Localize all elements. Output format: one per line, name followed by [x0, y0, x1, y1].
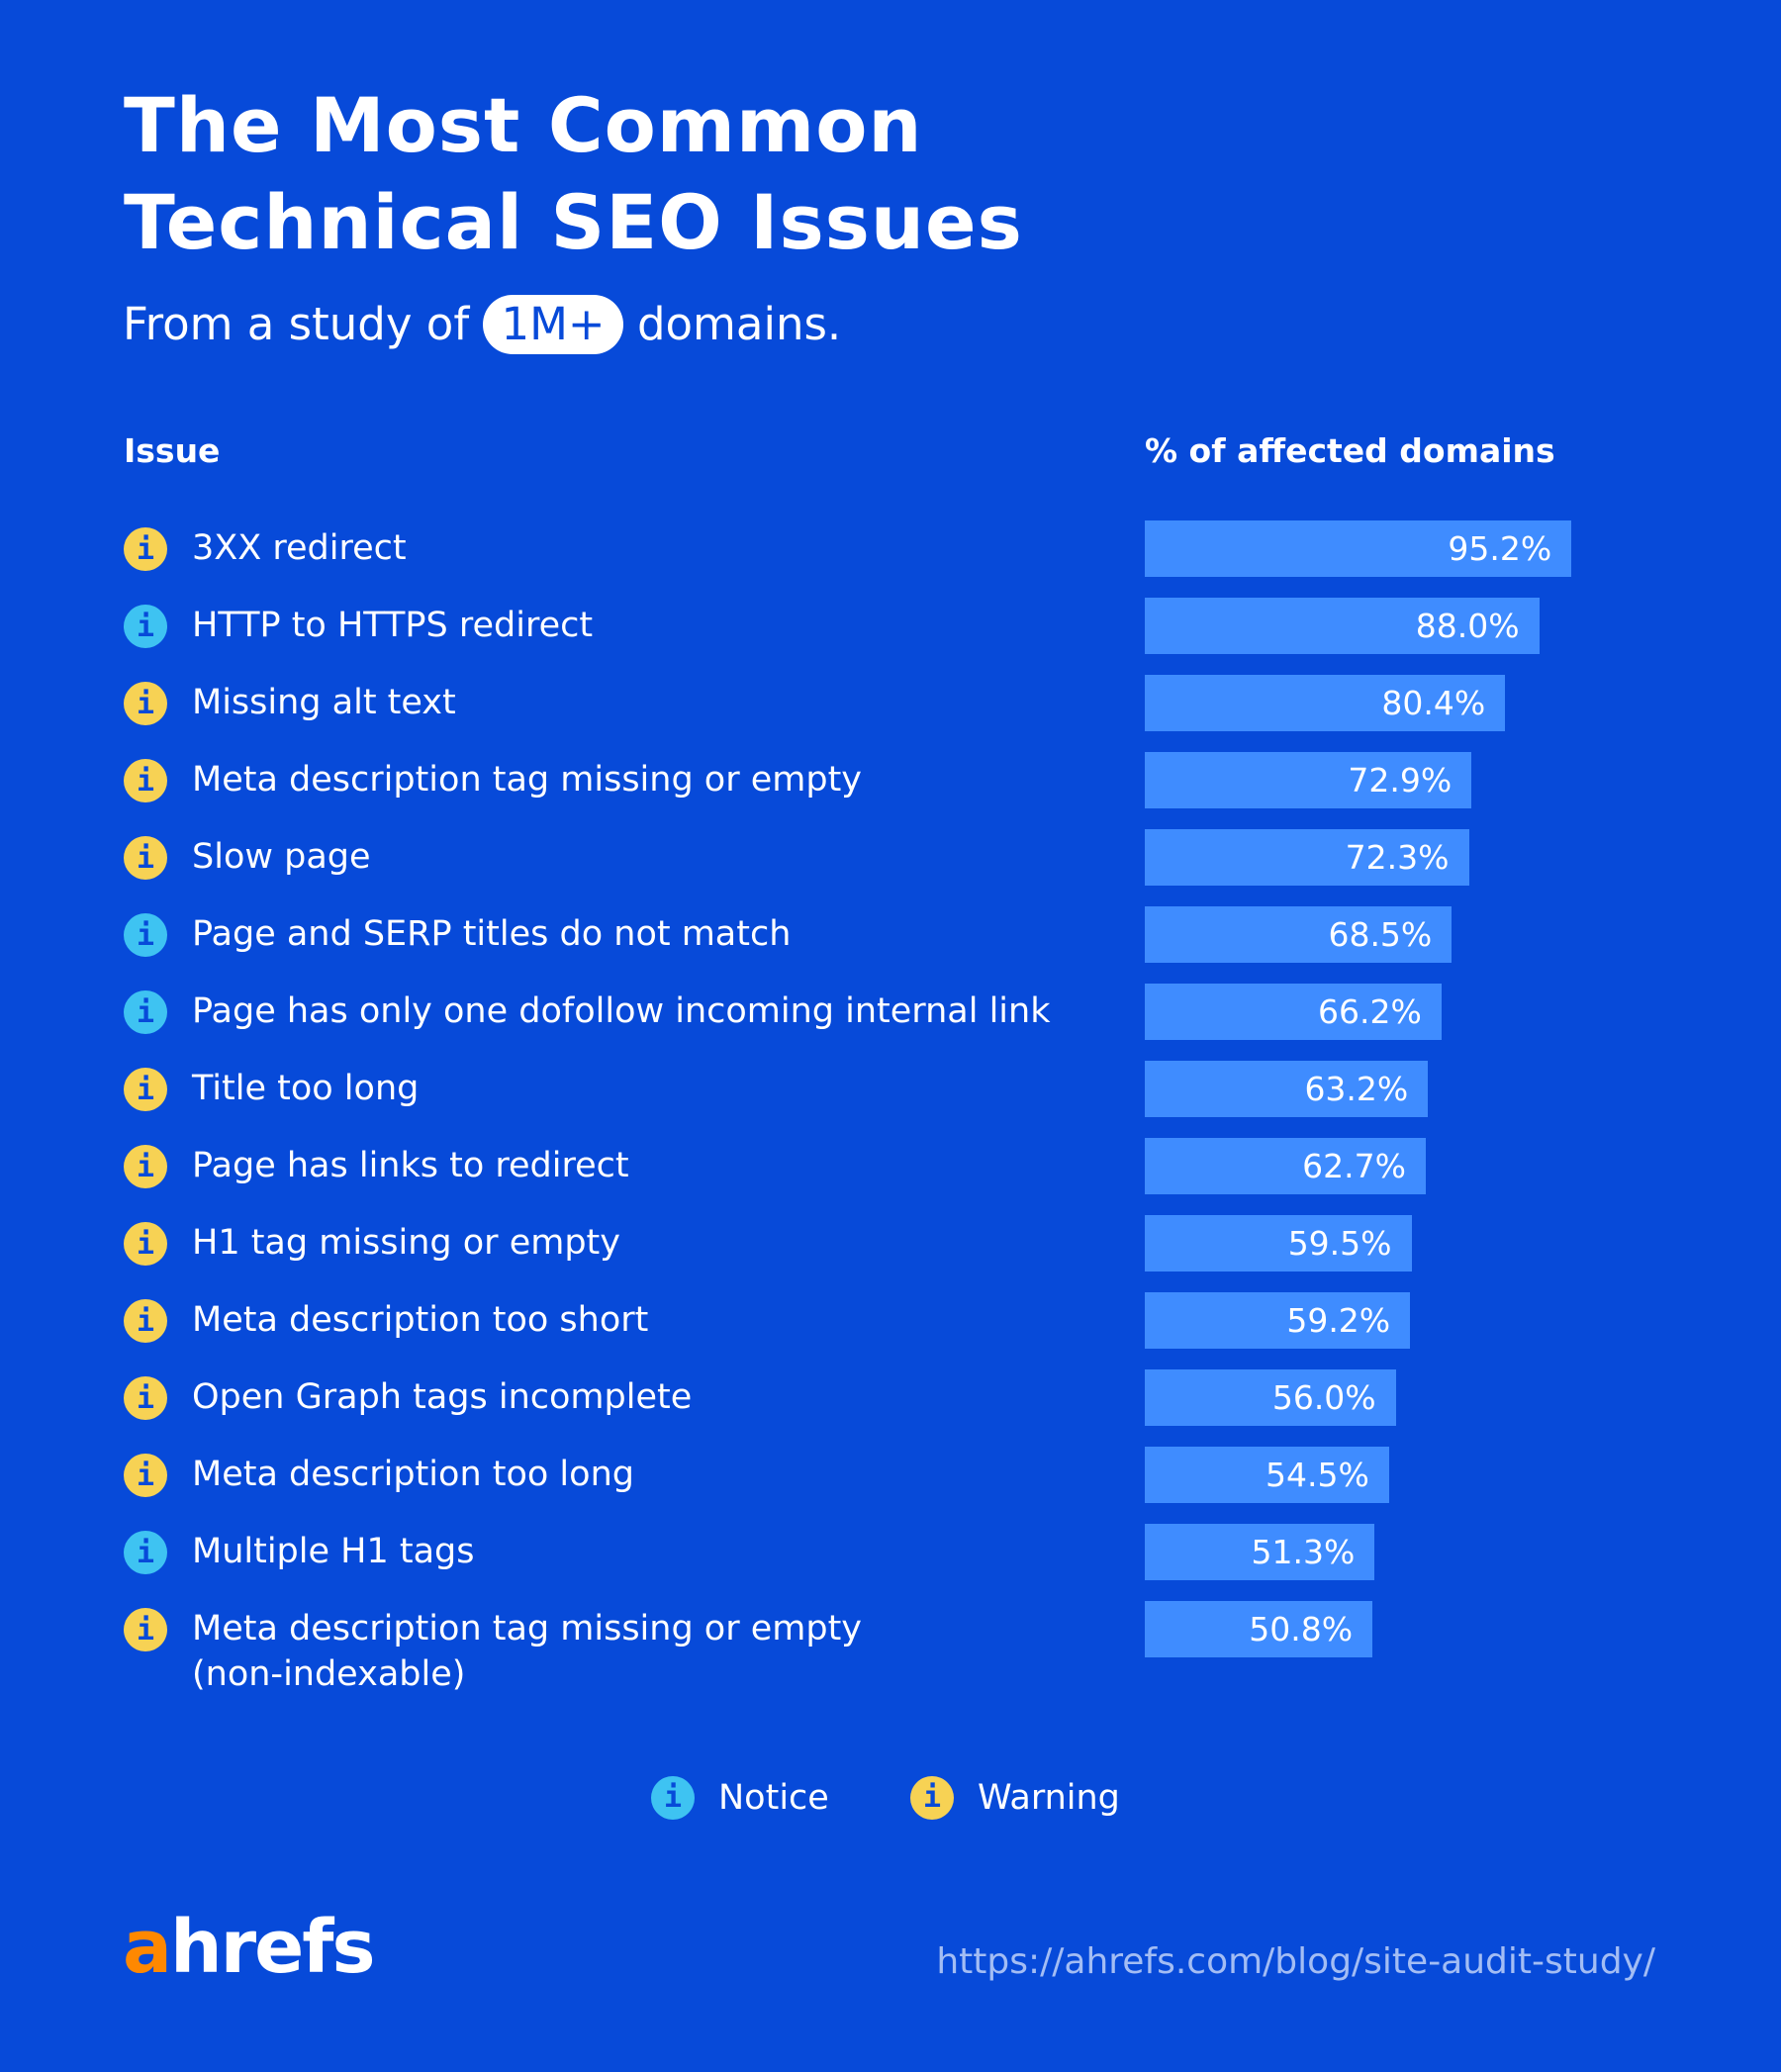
issue-label: Page and SERP titles do not match: [192, 914, 792, 954]
value-label: 54.5%: [1265, 1456, 1369, 1494]
bar-row: i Meta description too long 54.5%: [0, 1447, 1781, 1503]
bar-row: i HTTP to HTTPS redirect 88.0%: [0, 598, 1781, 654]
bar-row: i Title too long 63.2%: [0, 1061, 1781, 1117]
source-url[interactable]: https://ahrefs.com/blog/site-audit-study…: [936, 1941, 1655, 1982]
warning-info-icon: i: [124, 682, 167, 725]
bar: 72.3%: [1145, 829, 1469, 886]
bar: 88.0%: [1145, 598, 1540, 654]
value-label: 56.0%: [1271, 1378, 1376, 1417]
subtitle-before: From a study of: [123, 298, 470, 350]
bar: 95.2%: [1145, 520, 1572, 577]
value-label: 59.5%: [1287, 1224, 1392, 1263]
bar: 59.5%: [1145, 1215, 1412, 1271]
issue-column-header: Issue: [124, 431, 221, 470]
bar-row: i Page and SERP titles do not match 68.5%: [0, 906, 1781, 963]
bar-row: i Meta description tag missing or empty 72…: [0, 752, 1781, 808]
value-label: 62.7%: [1302, 1147, 1407, 1185]
issue-label: HTTP to HTTPS redirect: [192, 606, 594, 645]
bar: 66.2%: [1145, 984, 1442, 1040]
value-label: 66.2%: [1318, 992, 1422, 1031]
value-label: 59.2%: [1286, 1301, 1391, 1340]
value-label: 51.3%: [1251, 1533, 1356, 1571]
value-label: 88.0%: [1415, 607, 1520, 645]
bar-row: i Page has links to redirect 62.7%: [0, 1138, 1781, 1194]
notice-info-icon: i: [124, 913, 167, 957]
issue-label: Meta description tag missing or empty: [192, 760, 863, 800]
warning-info-icon: i: [124, 1222, 167, 1266]
issue-label: Slow page: [192, 837, 371, 877]
legend-notice-label: Notice: [718, 1778, 829, 1818]
warning-info-icon: i: [124, 759, 167, 802]
warning-info-icon: i: [124, 1454, 167, 1497]
subtitle: From a study of 1M+ domains.: [123, 295, 841, 354]
notice-info-icon: i: [124, 990, 167, 1034]
issue-label: Meta description too long: [192, 1455, 634, 1494]
issue-label: Title too long: [192, 1069, 420, 1108]
bar-row: i Slow page 72.3%: [0, 829, 1781, 886]
notice-info-icon: i: [651, 1776, 695, 1820]
issue-label: Open Graph tags incomplete: [192, 1377, 693, 1417]
issue-label: Page has only one dofollow incoming inte…: [192, 991, 1051, 1031]
issue-label: Missing alt text: [192, 683, 456, 722]
issue-label: Meta description too short: [192, 1300, 649, 1340]
bar: 80.4%: [1145, 675, 1506, 731]
issue-label: 3XX redirect: [192, 528, 407, 568]
value-label: 72.3%: [1345, 838, 1450, 877]
notice-info-icon: i: [124, 1531, 167, 1574]
title-line-1: The Most Common: [124, 81, 923, 169]
warning-info-icon: i: [124, 1068, 167, 1111]
bar: 59.2%: [1145, 1292, 1411, 1349]
value-label: 63.2%: [1304, 1070, 1409, 1108]
warning-info-icon: i: [910, 1776, 954, 1820]
bar: 62.7%: [1145, 1138, 1427, 1194]
bar: 56.0%: [1145, 1369, 1396, 1426]
bar-row: i Multiple H1 tags 51.3%: [0, 1524, 1781, 1580]
bar-row: i Meta description too short 59.2%: [0, 1292, 1781, 1349]
bar: 54.5%: [1145, 1447, 1389, 1503]
legend-notice: i Notice: [651, 1775, 829, 1821]
ahrefs-logo: ahrefs: [123, 1905, 376, 1990]
legend-warning-label: Warning: [978, 1778, 1120, 1818]
subtitle-after: domains.: [636, 298, 842, 350]
warning-info-icon: i: [124, 1145, 167, 1188]
issue-label: Multiple H1 tags: [192, 1532, 475, 1571]
issue-label: H1 tag missing or empty: [192, 1223, 620, 1263]
legend-warning: i Warning: [910, 1775, 1120, 1821]
bar-row: i Missing alt text 80.4%: [0, 675, 1781, 731]
warning-info-icon: i: [124, 836, 167, 880]
value-label: 80.4%: [1381, 684, 1486, 722]
issue-label: Page has links to redirect: [192, 1146, 629, 1185]
value-label: 95.2%: [1448, 529, 1552, 568]
percent-column-header: % of affected domains: [1145, 431, 1555, 470]
bar: 50.8%: [1145, 1601, 1373, 1657]
title-line-2: Technical SEO Issues: [124, 178, 1023, 266]
bar-row: i Meta description tag missing or empty (…: [0, 1601, 1781, 1694]
bar-row: i 3XX redirect 95.2%: [0, 520, 1781, 577]
subtitle-highlight-pill: 1M+: [483, 295, 623, 354]
page-title: The Most Common Technical SEO Issues: [124, 77, 1023, 271]
value-label: 50.8%: [1249, 1610, 1354, 1648]
notice-info-icon: i: [124, 605, 167, 648]
value-label: 68.5%: [1328, 915, 1433, 954]
issue-label: Meta description tag missing or empty (n…: [192, 1609, 863, 1694]
warning-info-icon: i: [124, 1608, 167, 1651]
warning-info-icon: i: [124, 1299, 167, 1343]
bar-row: i H1 tag missing or empty 59.5%: [0, 1215, 1781, 1271]
bar-row: i Open Graph tags incomplete 56.0%: [0, 1369, 1781, 1426]
warning-info-icon: i: [124, 1376, 167, 1420]
value-label: 72.9%: [1348, 761, 1453, 800]
bar: 72.9%: [1145, 752, 1472, 808]
bar: 63.2%: [1145, 1061, 1429, 1117]
bar: 51.3%: [1145, 1524, 1375, 1580]
bar-row: i Page has only one dofollow incoming int…: [0, 984, 1781, 1040]
warning-info-icon: i: [124, 527, 167, 571]
bar: 68.5%: [1145, 906, 1453, 963]
